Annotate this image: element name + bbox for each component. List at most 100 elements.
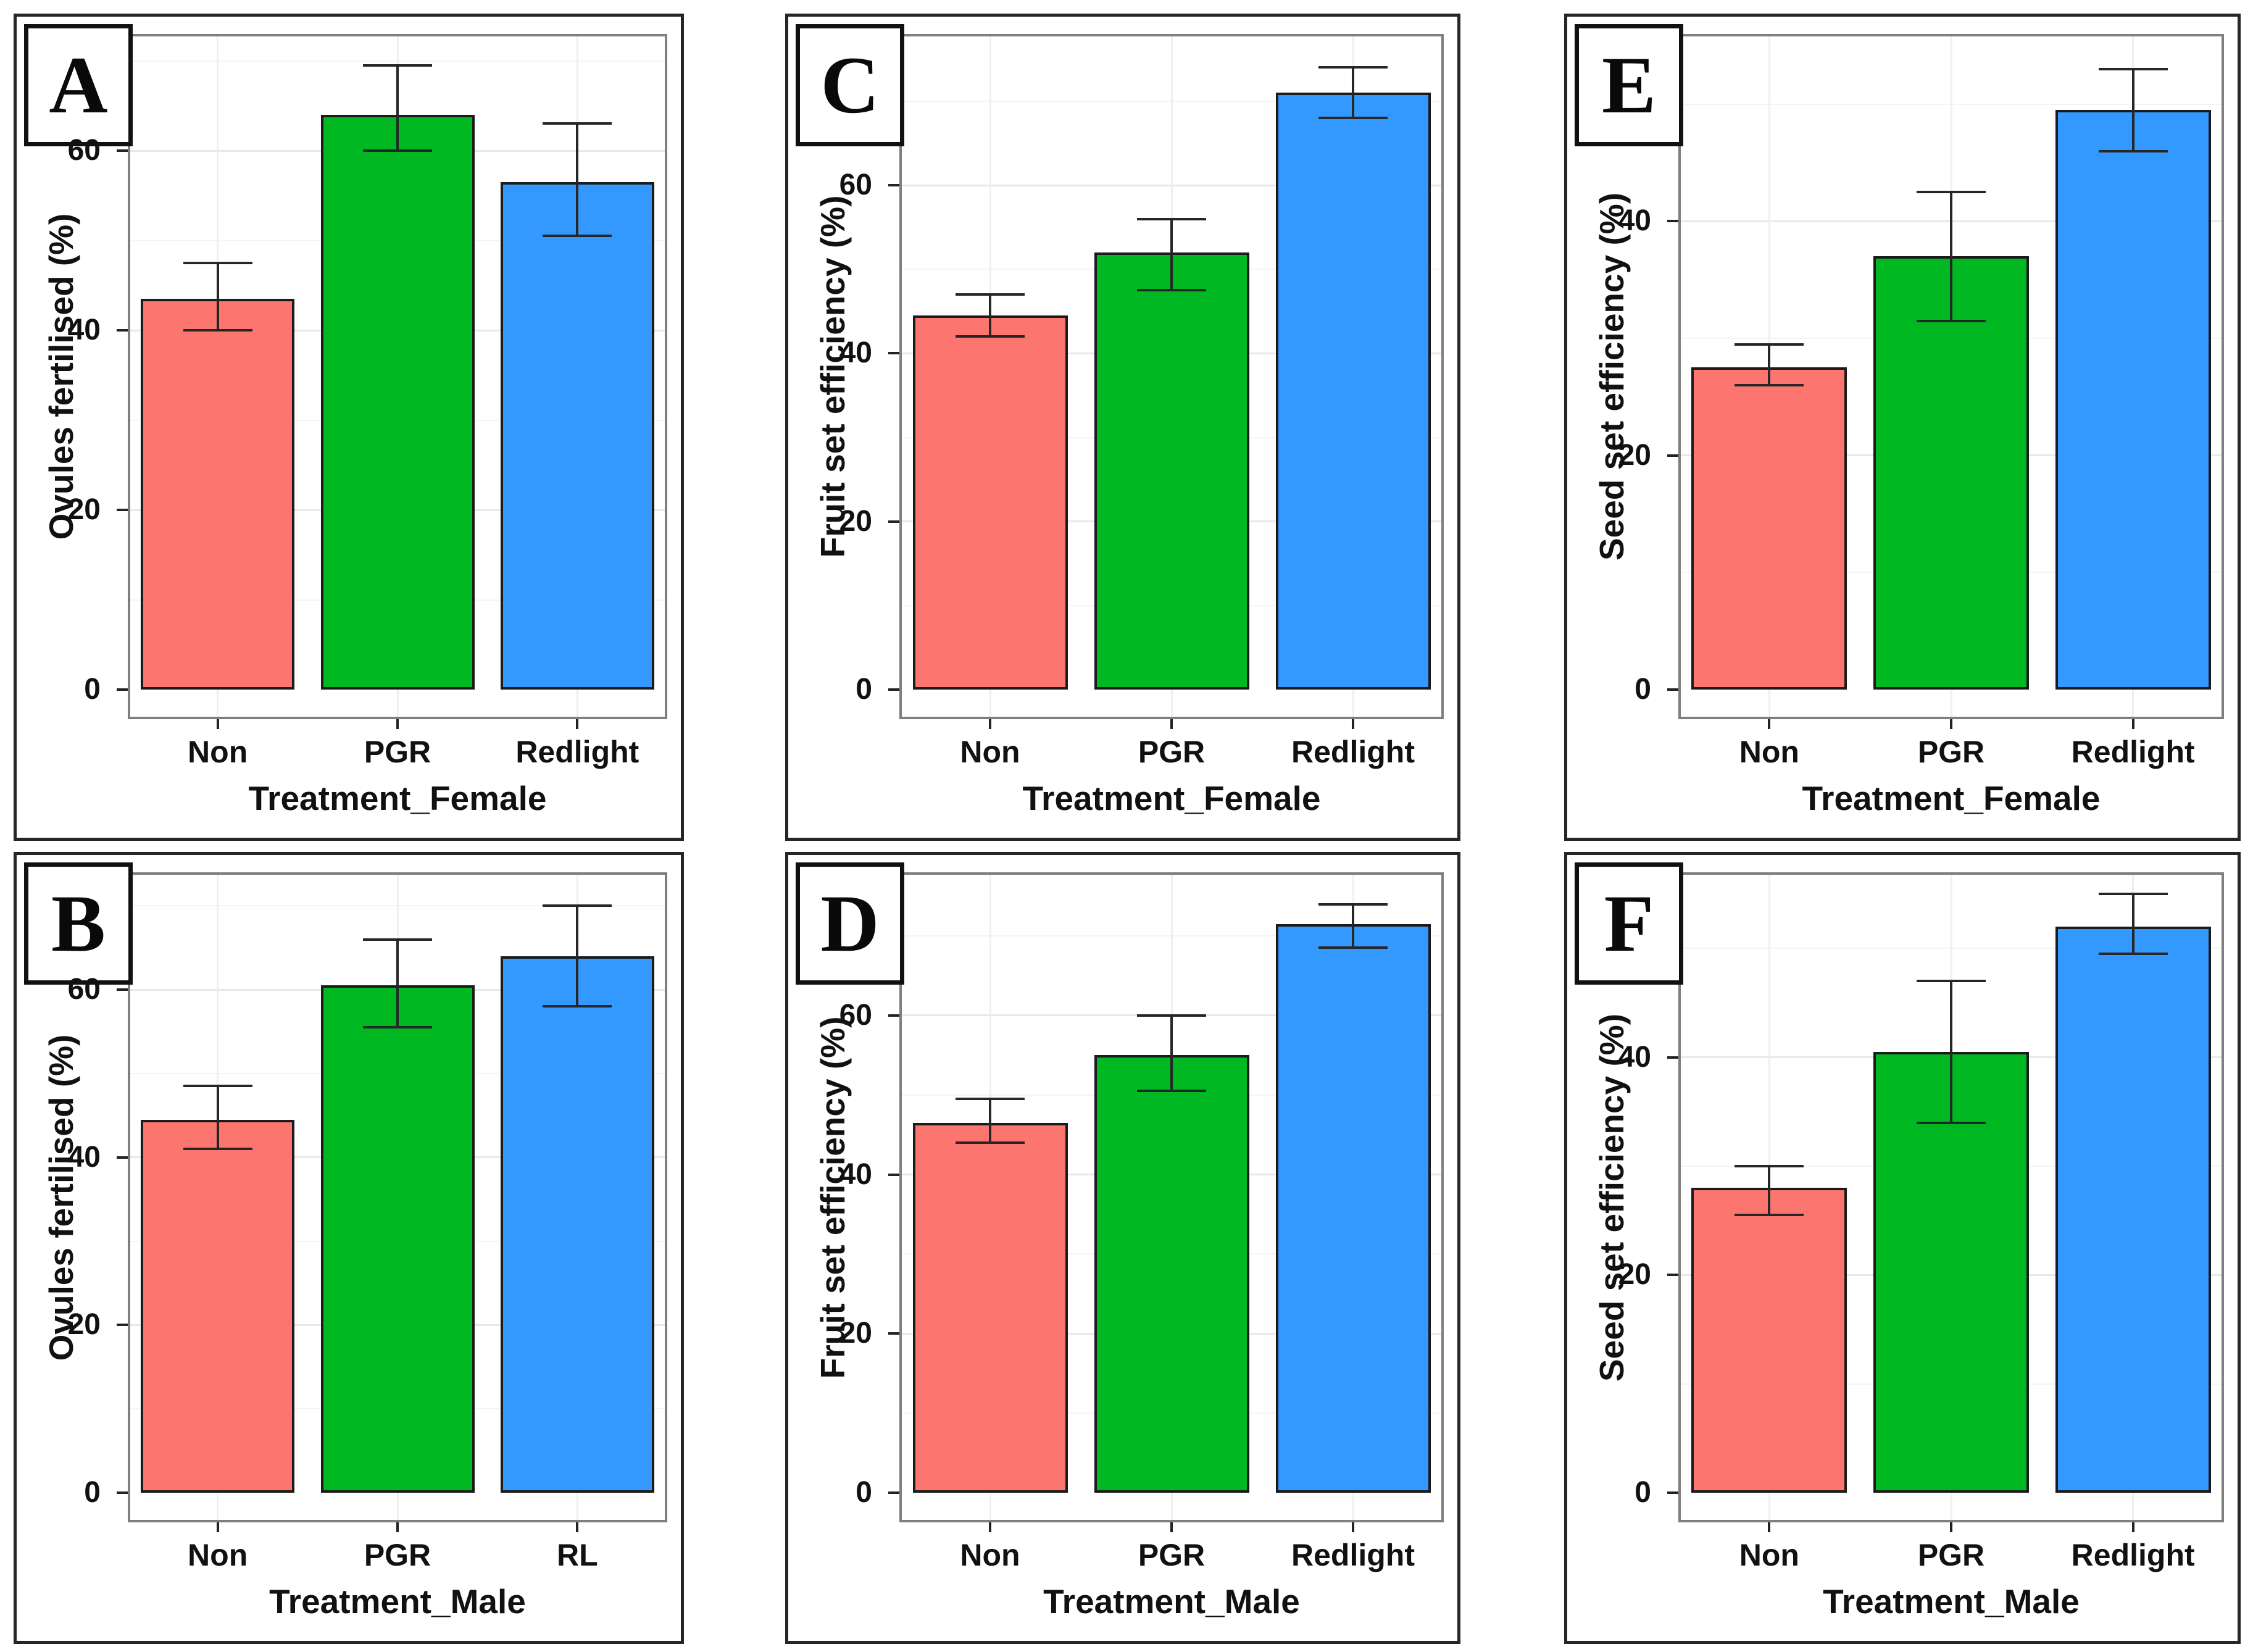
y-tick-label: 20 [839,504,872,538]
x-category-label: PGR [364,735,431,769]
y-tick-mark [117,988,128,991]
y-tick-mark [117,149,128,152]
error-bar-stem [989,294,991,337]
error-bar-stem [1950,192,1952,321]
x-tick-mark [2131,719,2134,729]
error-bar-cap-top [1917,980,1986,983]
error-bar-cap-top [1318,66,1388,69]
x-category-label: Redlight [1291,1538,1415,1572]
panel-D: D 0 20 40 60 Non PGR Redlight Treatment_Male Frui… [785,852,1460,1644]
x-category-label: Redlight [515,735,639,769]
panel-F: F 0 20 40 Non PGR Redlight Treatment_Male Seed s… [1564,852,2241,1644]
y-tick-label: 60 [67,973,101,1006]
error-bar-cap-top [363,64,432,67]
error-bar-cap-top [183,1085,252,1088]
x-tick-mark [396,719,399,729]
bar-pgr [320,985,475,1493]
plot-area [128,34,667,719]
panel-E: E 0 20 40 Non PGR Redlight Treatment_Female Seed… [1564,14,2241,841]
error-bar-cap-bottom [1735,1214,1804,1217]
y-tick-mark [888,520,899,523]
plot-area [128,872,667,1522]
error-bar-cap-bottom [956,1141,1025,1145]
y-tick-label: 40 [839,336,872,370]
y-tick-label: 20 [67,1308,101,1341]
y-tick-label: 20 [67,493,101,527]
x-category-label: Redlight [1291,735,1415,769]
panel-C: C 0 20 40 60 Non PGR Redlight Treatment_Female Fr… [785,14,1460,841]
x-category-label: Non [188,1538,248,1572]
x-axis-title: Treatment_Female [1802,779,2101,817]
y-tick-mark [117,1491,128,1494]
y-tick-label: 0 [856,673,872,706]
plot-area [899,872,1444,1522]
error-bar-cap-top [956,293,1025,296]
error-bar-cap-top [1735,1165,1804,1168]
error-bar-cap-bottom [1318,946,1388,949]
y-tick-mark [1667,1274,1678,1277]
error-bar-stem [216,1086,219,1149]
x-tick-mark [1170,719,1173,729]
bar-redlight [2055,927,2211,1493]
y-axis-title: Fruit set efficiency (%) [814,195,852,558]
error-bar-stem [576,123,579,236]
error-bar-stem [1768,1166,1771,1216]
y-tick-mark [888,352,899,355]
error-bar-cap-bottom [183,329,252,332]
panel-letter: B [51,878,106,969]
error-bar-cap-bottom [363,149,432,152]
bar-non [141,1119,295,1493]
y-axis-title: Seed set efficiency (%) [1593,192,1631,561]
panel-letter: E [1601,40,1657,130]
x-axis-title: Treatment_Female [1022,779,1321,817]
error-bar-stem [1768,344,1771,385]
y-tick-label: 20 [839,1317,872,1350]
x-axis-title: Treatment_Male [1823,1582,2080,1621]
x-category-label: Non [1739,1538,1799,1572]
x-tick-mark [989,719,991,729]
error-bar-cap-bottom [956,335,1025,338]
y-tick-mark [888,688,899,691]
plot-area [1678,34,2224,719]
bar-redlight [500,182,654,690]
x-category-label: PGR [1917,735,1985,769]
y-tick-label: 60 [67,134,101,167]
x-category-label: RL [557,1538,598,1572]
x-category-label: Redlight [2071,735,2195,769]
bar-pgr [1873,256,2029,690]
y-tick-mark [117,1324,128,1327]
error-bar-cap-bottom [1917,319,1986,322]
plot-area [1678,872,2224,1522]
x-category-label: PGR [1138,735,1206,769]
error-bar-cap-bottom [1137,289,1206,292]
x-tick-mark [1768,719,1771,729]
error-bar-cap-bottom [1735,383,1804,386]
y-tick-mark [888,1491,899,1494]
x-category-label: PGR [1917,1538,1985,1572]
bar-non [1691,367,1847,690]
error-bar-stem [396,65,399,151]
x-tick-mark [989,1522,991,1532]
y-tick-mark [1667,688,1678,691]
bar-redlight [1275,924,1431,1493]
y-tick-label: 20 [1618,438,1651,472]
x-category-label: PGR [1138,1538,1206,1572]
error-bar-cap-bottom [1917,1121,1986,1124]
error-bar-stem [1170,219,1173,291]
error-bar-cap-top [183,261,252,264]
y-tick-label: 40 [1618,1040,1651,1074]
error-bar-cap-bottom [2098,953,2168,956]
y-tick-mark [117,329,128,332]
error-bar-stem [1950,981,1952,1123]
bar-redlight [2055,110,2211,690]
x-tick-mark [1352,719,1354,729]
bar-redlight [1275,93,1431,690]
x-axis-title: Treatment_Female [248,779,547,817]
y-tick-label: 0 [1635,673,1651,706]
error-bar-stem [989,1099,991,1143]
x-tick-mark [396,1522,399,1532]
x-tick-mark [216,1522,219,1532]
panel-label-box: D [796,862,904,985]
error-bar-cap-bottom [1318,117,1388,120]
